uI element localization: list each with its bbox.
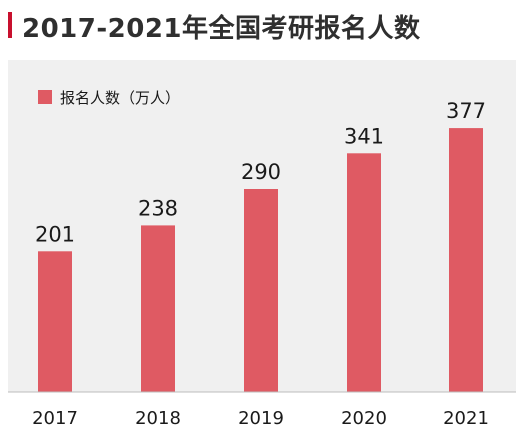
- bar-2018: [141, 225, 175, 392]
- title-accent-bar: [8, 12, 12, 38]
- x-tick-2019: 2019: [238, 408, 284, 429]
- x-tick-2020: 2020: [341, 408, 387, 429]
- x-tick-2017: 2017: [32, 408, 78, 429]
- x-tick-labels: 2017 2018 2019 2020 2021: [32, 408, 489, 429]
- x-tick-2018: 2018: [135, 408, 181, 429]
- bar-2021: [449, 128, 483, 392]
- legend: 报名人数（万人）: [38, 89, 180, 107]
- x-tick-2021: 2021: [443, 408, 489, 429]
- data-label-2020: 341: [344, 124, 384, 148]
- data-label-2018: 238: [138, 196, 178, 220]
- bar-2017: [38, 251, 72, 392]
- bar-2019: [244, 189, 278, 392]
- data-label-2019: 290: [241, 160, 281, 184]
- data-labels: 201 238 290 341 377: [35, 99, 486, 246]
- page-title: 2017-2021年全国考研报名人数: [22, 14, 421, 44]
- data-label-2021: 377: [446, 99, 486, 123]
- legend-swatch: [38, 90, 52, 104]
- data-label-2017: 201: [35, 222, 75, 246]
- bar-2020: [347, 153, 381, 392]
- legend-label: 报名人数（万人）: [60, 89, 180, 107]
- bars: [38, 128, 483, 392]
